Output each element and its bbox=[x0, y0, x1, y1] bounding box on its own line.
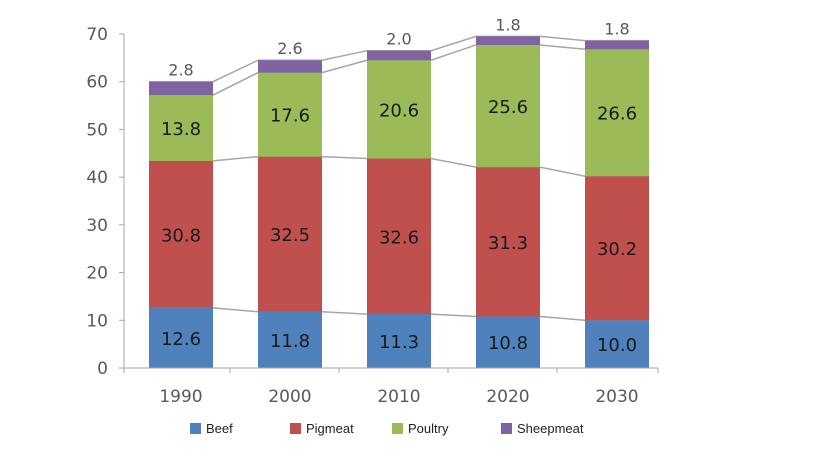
data-label: 30.8 bbox=[161, 225, 201, 246]
y-tick-label: 20 bbox=[86, 264, 108, 284]
bar-segment bbox=[476, 167, 540, 317]
data-label: 26.6 bbox=[597, 104, 637, 125]
x-tick-label: 2020 bbox=[486, 387, 529, 407]
data-label: 17.6 bbox=[270, 106, 310, 127]
bar-segment bbox=[367, 50, 431, 61]
y-tick-label: 60 bbox=[86, 73, 108, 93]
data-label: 2.0 bbox=[386, 30, 411, 49]
data-label: 12.6 bbox=[161, 329, 201, 350]
legend-label: Sheepmeat bbox=[517, 421, 584, 436]
legend-swatch bbox=[501, 423, 512, 434]
y-tick-label: 10 bbox=[86, 311, 108, 331]
data-label: 2.6 bbox=[277, 39, 302, 58]
x-tick-label: 2030 bbox=[595, 387, 638, 407]
bar-segment bbox=[476, 44, 540, 168]
bar-segment bbox=[367, 158, 431, 315]
bar-segment bbox=[476, 316, 540, 368]
data-label: 20.6 bbox=[379, 100, 419, 121]
bar-segment bbox=[258, 311, 322, 368]
x-tick-label: 1990 bbox=[159, 387, 202, 407]
y-axis: 0 10 20 30 40 50 60 70 bbox=[86, 25, 125, 379]
bars: 12.6 30.8 13.8 2.8 11.8 32.5 17.6 2.6 11.3 32.6 20… bbox=[149, 15, 649, 368]
legend-item: Poultry bbox=[392, 421, 501, 436]
legend-item: Pigmeat bbox=[290, 421, 392, 436]
bar-segment bbox=[258, 156, 322, 312]
data-label: 2.8 bbox=[168, 61, 193, 80]
legend-label: Pigmeat bbox=[306, 421, 354, 436]
legend: Beef Pigmeat Poultry Sheepmeat bbox=[190, 421, 601, 436]
bar-segment bbox=[149, 160, 213, 308]
data-label: 10.0 bbox=[597, 335, 637, 356]
bar-segment bbox=[367, 60, 431, 159]
legend-swatch bbox=[392, 423, 403, 434]
data-label: 10.8 bbox=[488, 333, 528, 354]
bar-segment bbox=[258, 60, 322, 73]
data-label: 32.5 bbox=[270, 225, 310, 246]
data-label: 1.8 bbox=[495, 15, 520, 34]
legend-item: Sheepmeat bbox=[501, 421, 601, 436]
bar-segment bbox=[149, 95, 213, 161]
x-tick-label: 2000 bbox=[268, 387, 311, 407]
legend-swatch bbox=[190, 423, 201, 434]
y-tick-label: 30 bbox=[86, 216, 108, 236]
bar-segment bbox=[585, 320, 649, 368]
legend-label: Beef bbox=[206, 421, 233, 436]
data-label: 11.8 bbox=[270, 331, 310, 352]
y-tick-label: 50 bbox=[86, 120, 108, 140]
y-tick-label: 70 bbox=[86, 25, 108, 45]
data-label: 25.6 bbox=[488, 97, 528, 118]
bar-segment bbox=[585, 176, 649, 321]
data-label: 32.6 bbox=[379, 227, 419, 248]
legend-label: Poultry bbox=[408, 421, 449, 436]
y-tick-label: 0 bbox=[97, 359, 108, 379]
legend-item: Beef bbox=[190, 421, 290, 436]
bar-segment bbox=[149, 307, 213, 368]
bar-segment bbox=[585, 40, 649, 50]
bar-segment bbox=[476, 36, 540, 45]
data-label: 30.2 bbox=[597, 239, 637, 260]
data-label: 13.8 bbox=[161, 119, 201, 140]
bar-segment bbox=[585, 49, 649, 177]
legend-swatch bbox=[290, 423, 301, 434]
x-tick-label: 2010 bbox=[377, 387, 420, 407]
bar-segment bbox=[149, 81, 213, 96]
data-label: 11.3 bbox=[379, 332, 419, 353]
data-label: 31.3 bbox=[488, 233, 528, 254]
bar-segment bbox=[367, 314, 431, 368]
x-axis: 1990 2000 2010 2020 2030 bbox=[123, 367, 659, 407]
bar-segment bbox=[258, 72, 322, 157]
y-tick-label: 40 bbox=[86, 168, 108, 188]
data-label: 1.8 bbox=[604, 20, 629, 39]
